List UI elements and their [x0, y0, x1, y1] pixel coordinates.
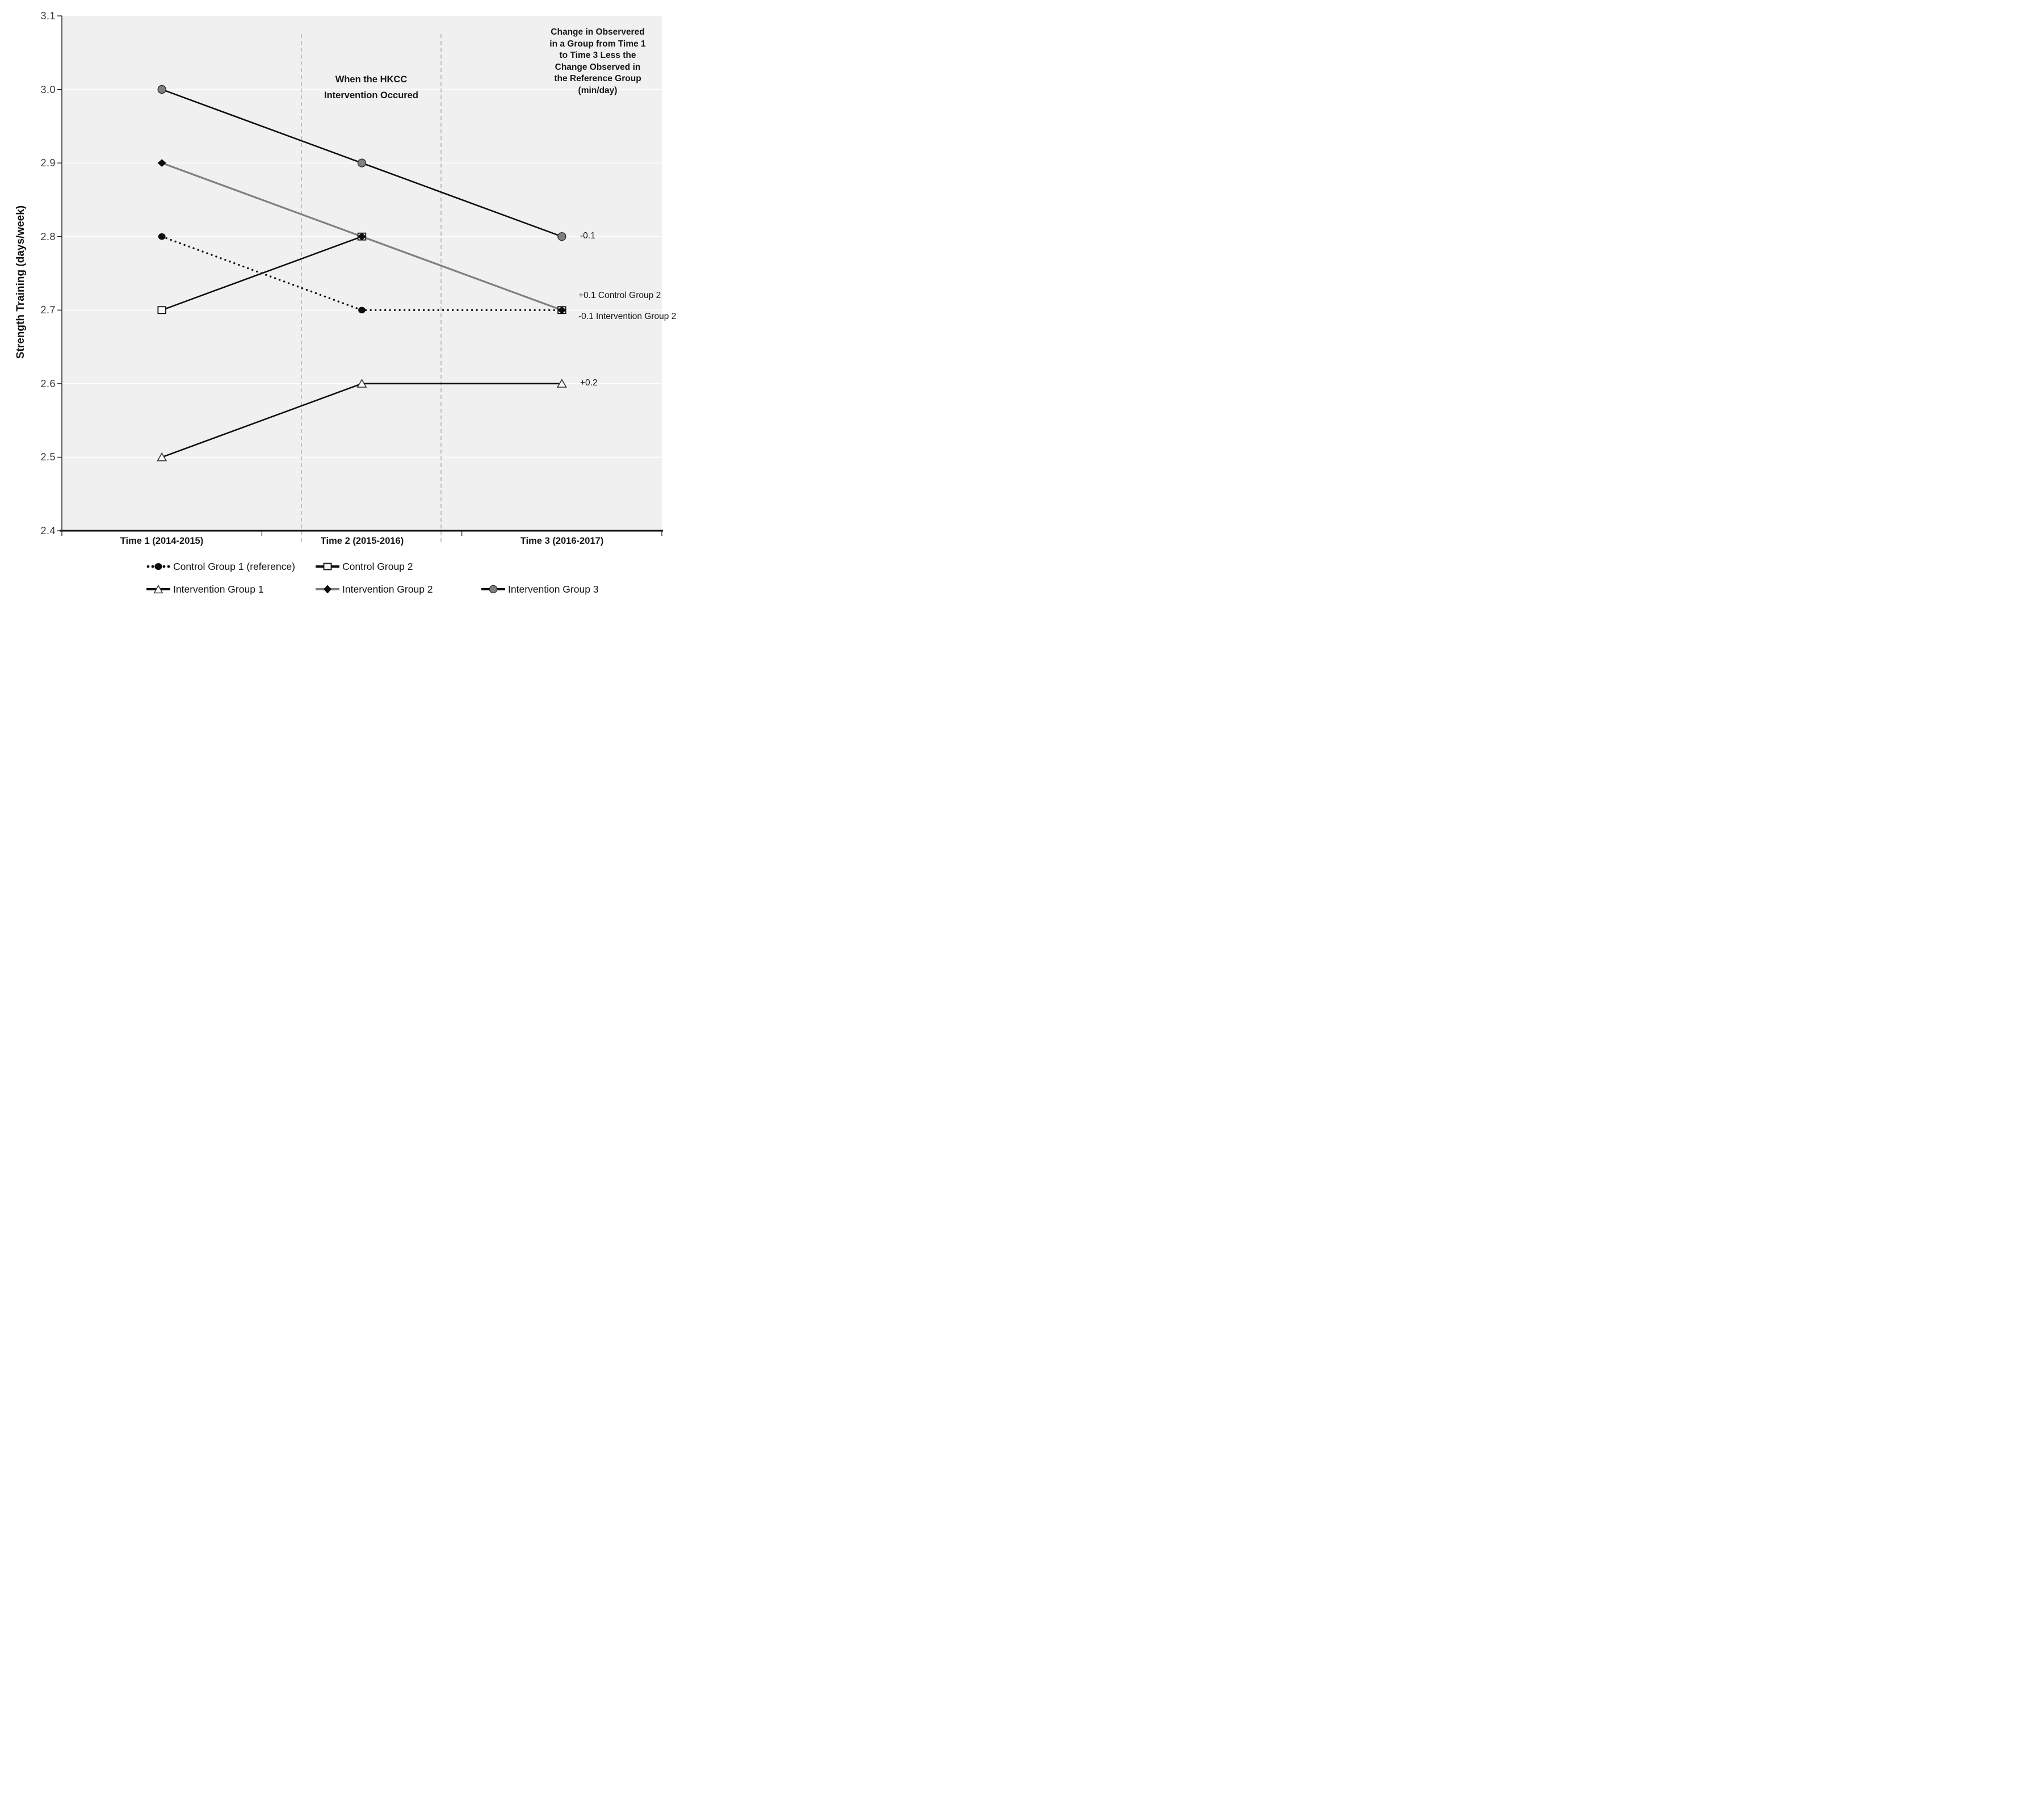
x-tick-label-time3: Time 3 (2016-2017)	[520, 536, 604, 546]
y-tick-label: 3.0	[40, 84, 56, 95]
change-note-line1: Change in Observered	[551, 27, 645, 37]
legend-item-control-group-1: Control Group 1 (reference)	[146, 560, 295, 573]
y-tick-label: 2.7	[40, 304, 56, 316]
legend-label: Intervention Group 3	[508, 583, 599, 595]
change-note-line4: Change Observed in	[555, 62, 641, 72]
y-tick-label: 2.5	[40, 451, 56, 463]
legend-item-intervention-group-2: Intervention Group 2	[316, 583, 433, 595]
y-tick-label: 2.4	[40, 525, 56, 536]
change-note-line6: (min/day)	[578, 85, 618, 95]
change-note-line3: to Time 3 Less the	[559, 51, 636, 60]
line-chart-plot-area	[57, 15, 663, 543]
delta-label-intervention-group-1: +0.2	[580, 378, 598, 388]
legend-label: Control Group 1 (reference)	[173, 560, 295, 572]
delta-label-intervention-group-3: -0.1	[580, 231, 595, 241]
gray-line-filled-diamond-icon	[316, 585, 339, 594]
solid-line-open-square-icon	[316, 563, 339, 570]
solid-line-gray-circle-icon	[481, 585, 505, 594]
delta-label-intervention-group-2: -0.1 Intervention Group 2	[578, 312, 677, 321]
y-axis-title: Strength Training (days/week)	[15, 205, 27, 359]
legend-label: Intervention Group 2	[342, 583, 433, 595]
did-line-chart-figure: 3.1 3.0 2.9 2.8 2.7 2.6 2.5 2.4 Strength…	[0, 0, 681, 600]
y-tick-label: 3.1	[40, 10, 56, 22]
intervention-note-line1: When the HKCC	[335, 74, 408, 85]
legend-label: Intervention Group 1	[173, 583, 264, 595]
y-tick-label: 2.9	[40, 157, 56, 169]
y-tick-label: 2.6	[40, 378, 56, 389]
intervention-window-note: When the HKCC Intervention Occured	[297, 72, 445, 103]
y-tick-label: 2.8	[40, 231, 56, 242]
legend-item-control-group-2: Control Group 2	[316, 560, 413, 573]
change-definition-note: Change in Observered in a Group from Tim…	[513, 27, 681, 96]
dotted-line-filled-circle-icon	[146, 563, 170, 570]
legend-item-intervention-group-3: Intervention Group 3	[481, 583, 599, 595]
delta-label-control-group-2: +0.1 Control Group 2	[578, 291, 661, 300]
solid-line-open-triangle-icon	[146, 584, 170, 594]
x-tick-label-time1: Time 1 (2014-2015)	[120, 536, 204, 546]
x-tick-label-time2: Time 2 (2015-2016)	[320, 536, 404, 546]
legend-label: Control Group 2	[342, 560, 413, 572]
legend-item-intervention-group-1: Intervention Group 1	[146, 583, 264, 595]
intervention-note-line2: Intervention Occured	[324, 90, 418, 100]
change-note-line5: the Reference Group	[554, 74, 641, 83]
change-note-line2: in a Group from Time 1	[549, 39, 646, 49]
